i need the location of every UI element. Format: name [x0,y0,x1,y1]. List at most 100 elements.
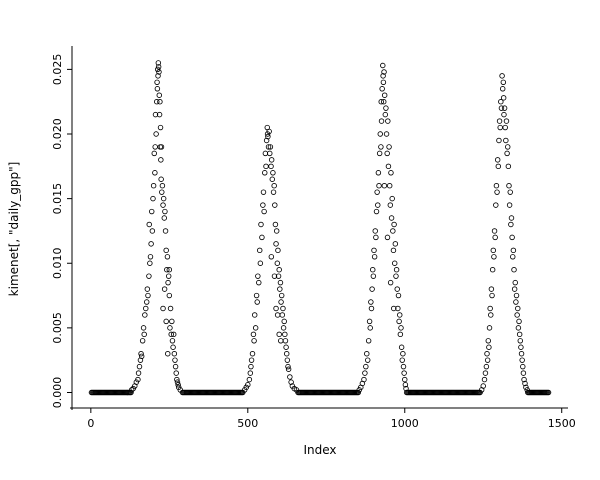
data-point [402,382,409,388]
data-point [394,286,400,292]
data-point [287,374,293,380]
data-point [498,105,505,111]
data-point [169,338,176,344]
data-point [162,208,168,215]
data-point [402,376,408,383]
data-point [162,228,169,234]
data-point [494,189,500,195]
data-point [523,384,529,391]
data-point [511,266,517,273]
data-point [375,170,382,176]
data-point [273,241,279,247]
data-point [157,98,163,105]
data-point [503,118,510,124]
data-point [272,221,279,228]
data-point [164,266,170,273]
data-point [521,376,527,383]
data-point [260,202,266,208]
data-point [251,312,258,318]
data-point [499,73,505,79]
data-point [135,370,142,376]
data-point [489,292,495,299]
data-point [508,221,514,228]
data-point [165,273,172,279]
data-point [280,305,286,312]
y-tick-label: 0.000 [51,377,64,409]
data-point [152,144,158,150]
data-point [265,133,271,140]
data-point [170,344,176,350]
data-point [493,182,500,189]
data-point [510,247,517,254]
data-point [385,118,391,124]
data-point [285,366,292,372]
data-point [506,202,513,208]
data-point [390,247,397,254]
data-point [284,357,291,363]
data-point [500,95,507,101]
data-point [378,118,385,124]
data-point [366,318,373,325]
data-point [483,363,490,370]
data-point [255,273,261,279]
data-point [143,299,150,305]
data-point [383,131,390,137]
data-point [282,331,288,338]
data-point [518,344,524,350]
data-point [493,202,499,208]
data-point [283,344,289,350]
data-point [168,331,174,338]
data-point [377,131,383,137]
data-point [386,144,392,150]
data-point [251,338,257,344]
data-point [364,350,370,357]
data-point [172,357,178,363]
data-point [277,286,283,292]
data-point [393,273,399,279]
data-point [250,331,257,338]
data-point [163,318,169,325]
data-point [167,325,173,331]
data-point [368,299,374,305]
x-tick-label: 1000 [391,417,419,430]
data-point [501,111,507,118]
data-point [154,79,160,86]
data-point [378,98,384,105]
data-point [166,292,173,299]
data-point [293,387,300,393]
data-point [484,357,491,363]
data-point [164,254,171,260]
data-point [266,128,272,135]
data-point [249,350,256,357]
y-tick-label: 0.015 [51,183,64,215]
data-point [355,389,362,396]
data-point [278,292,285,299]
data-point [263,163,269,170]
data-point [400,350,406,357]
data-point [388,215,395,221]
data-point [376,182,382,189]
y-tick-label: 0.025 [51,54,64,86]
data-point [485,338,491,344]
data-point [138,353,145,360]
data-point [147,260,153,266]
data-point [387,279,394,286]
data-point [506,182,512,189]
data-point [274,312,281,318]
data-point [368,305,375,312]
data-point [278,338,284,344]
data-point [276,266,282,273]
data-point [496,137,502,144]
data-point [171,350,178,357]
data-point [364,357,371,363]
data-point [150,195,156,202]
data-point [367,325,373,331]
data-point [254,299,260,305]
data-point [363,363,369,370]
data-point [159,189,165,195]
data-point [393,266,400,273]
data-point [491,228,498,234]
data-point [174,379,181,385]
data-point [165,350,171,357]
data-point [146,273,152,279]
